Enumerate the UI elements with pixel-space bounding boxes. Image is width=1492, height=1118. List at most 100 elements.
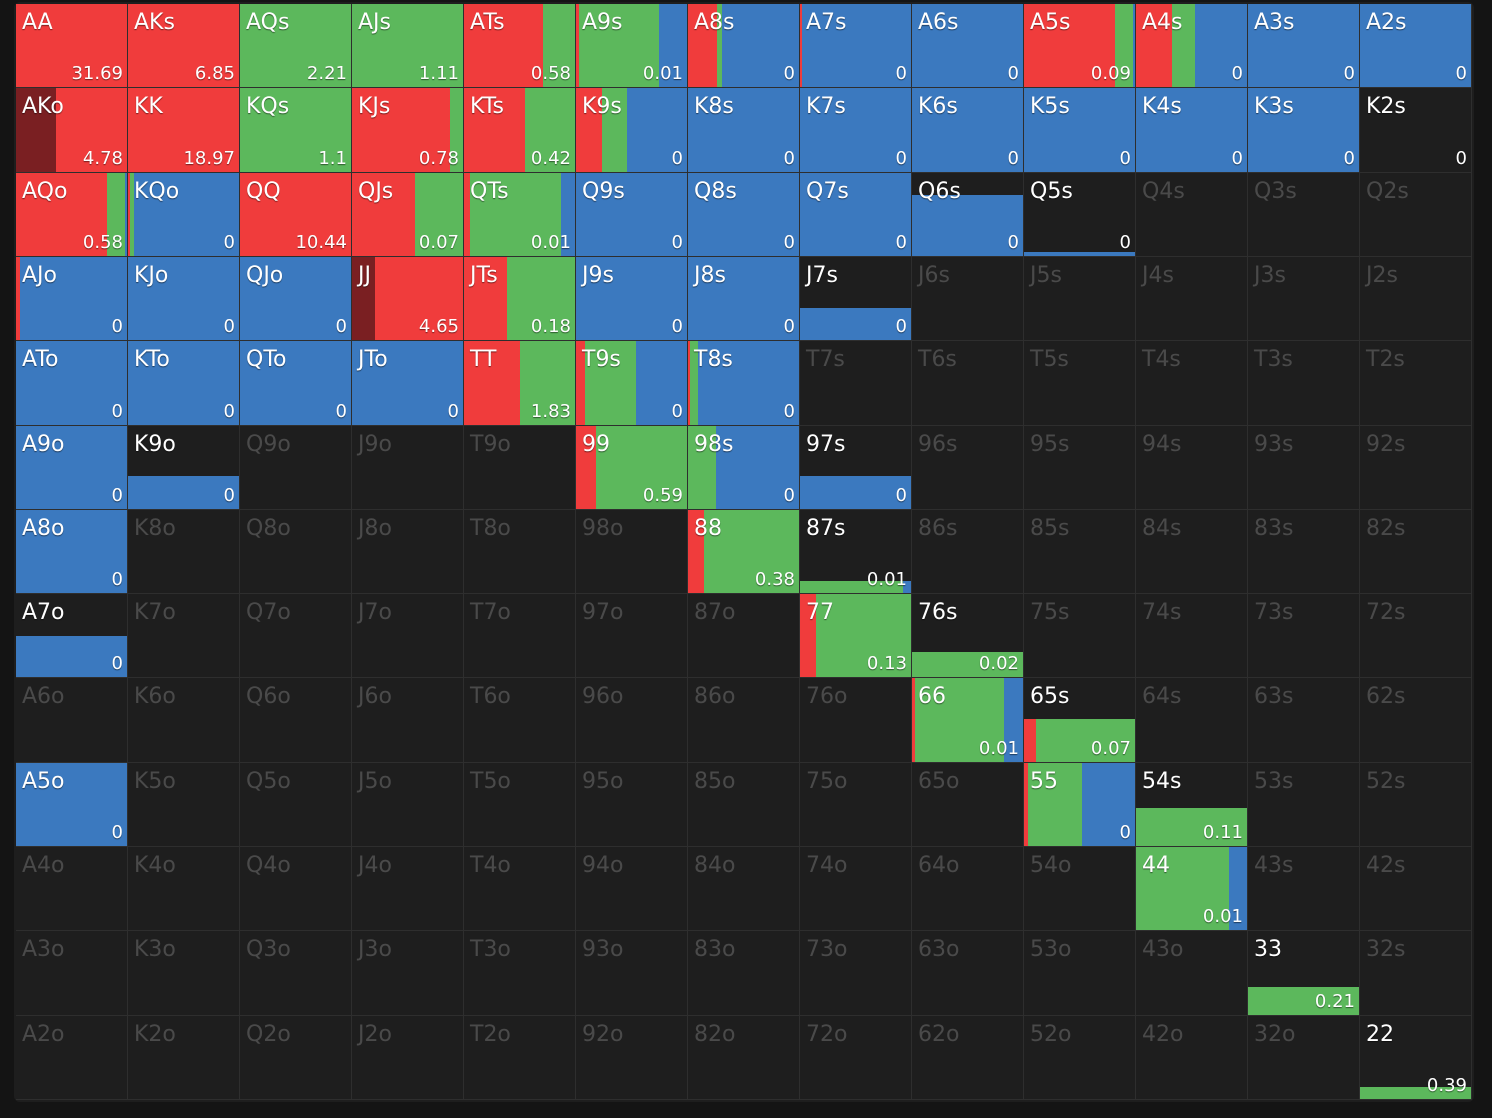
hand-cell[interactable]: J3s: [1248, 256, 1360, 342]
hand-cell[interactable]: KK 18.97: [128, 88, 240, 173]
hand-cell[interactable]: A3o: [16, 931, 128, 1016]
hand-cell[interactable]: 65s 0.07: [1024, 678, 1136, 763]
hand-cell[interactable]: 92s: [1360, 425, 1472, 510]
hand-cell[interactable]: 84o: [688, 847, 800, 932]
hand-cell[interactable]: K7o: [128, 594, 240, 679]
hand-cell[interactable]: 82s: [1360, 509, 1472, 595]
hand-cell[interactable]: Q5o: [240, 762, 352, 848]
hand-cell[interactable]: 76s 0.02: [912, 594, 1024, 679]
hand-cell[interactable]: QJs 0.07: [352, 172, 464, 257]
hand-cell[interactable]: K8o: [128, 509, 240, 595]
hand-cell[interactable]: T5o: [464, 762, 576, 848]
hand-cell[interactable]: Q4o: [240, 847, 352, 932]
hand-cell[interactable]: 86o: [688, 678, 800, 763]
hand-cell[interactable]: AKo 4.78: [16, 88, 128, 173]
hand-cell[interactable]: T8s 0: [688, 341, 800, 426]
hand-cell[interactable]: 86s: [912, 509, 1024, 595]
hand-cell[interactable]: T5s: [1024, 341, 1136, 426]
hand-cell[interactable]: K8s 0: [688, 88, 800, 173]
hand-cell[interactable]: 72s: [1360, 594, 1472, 679]
hand-cell[interactable]: 98o: [576, 509, 688, 595]
hand-cell[interactable]: JTo 0: [352, 341, 464, 426]
hand-cell[interactable]: QTs 0.01: [464, 172, 576, 257]
hand-cell[interactable]: 74o: [800, 847, 912, 932]
hand-cell[interactable]: K6s 0: [912, 88, 1024, 173]
hand-cell[interactable]: 63o: [912, 931, 1024, 1016]
hand-cell[interactable]: 53o: [1024, 931, 1136, 1016]
hand-cell[interactable]: K3s 0: [1248, 88, 1360, 173]
hand-cell[interactable]: K9s 0: [576, 88, 688, 173]
hand-cell[interactable]: Q2o: [240, 1015, 352, 1100]
hand-cell[interactable]: ATo 0: [16, 341, 128, 426]
hand-cell[interactable]: A7s 0: [800, 4, 912, 89]
hand-cell[interactable]: 82o: [688, 1015, 800, 1100]
hand-cell[interactable]: 43s: [1248, 847, 1360, 932]
hand-cell[interactable]: 73o: [800, 931, 912, 1016]
hand-cell[interactable]: 85o: [688, 762, 800, 848]
hand-cell[interactable]: K4s 0: [1136, 88, 1248, 173]
hand-cell[interactable]: K5o: [128, 762, 240, 848]
hand-cell[interactable]: K5s 0: [1024, 88, 1136, 173]
hand-cell[interactable]: 84s: [1136, 509, 1248, 595]
hand-cell[interactable]: J6s: [912, 256, 1024, 342]
hand-cell[interactable]: AQs 2.21: [240, 4, 352, 89]
hand-cell[interactable]: ATs 0.58: [464, 4, 576, 89]
hand-cell[interactable]: AJs 1.11: [352, 4, 464, 89]
hand-cell[interactable]: T9s 0: [576, 341, 688, 426]
hand-cell[interactable]: 42s: [1360, 847, 1472, 932]
hand-cell[interactable]: J5s: [1024, 256, 1136, 342]
hand-cell[interactable]: T2s: [1360, 341, 1472, 426]
hand-cell[interactable]: T9o: [464, 425, 576, 510]
hand-cell[interactable]: K4o: [128, 847, 240, 932]
hand-cell[interactable]: A5s 0.09: [1024, 4, 1136, 89]
hand-cell[interactable]: T3o: [464, 931, 576, 1016]
hand-cell[interactable]: Q8o: [240, 509, 352, 595]
hand-cell[interactable]: 96s: [912, 425, 1024, 510]
hand-cell[interactable]: 95s: [1024, 425, 1136, 510]
hand-cell[interactable]: K2o: [128, 1015, 240, 1100]
hand-cell[interactable]: AA 31.69: [16, 4, 128, 89]
hand-cell[interactable]: 75s: [1024, 594, 1136, 679]
hand-cell[interactable]: T6o: [464, 678, 576, 763]
hand-cell[interactable]: 62o: [912, 1015, 1024, 1100]
hand-cell[interactable]: 33 0.21: [1248, 931, 1360, 1016]
hand-cell[interactable]: 73s: [1248, 594, 1360, 679]
hand-cell[interactable]: QQ 10.44: [240, 172, 352, 257]
hand-cell[interactable]: Q9s 0: [576, 172, 688, 257]
hand-cell[interactable]: J2s: [1360, 256, 1472, 342]
hand-cell[interactable]: A8s 0: [688, 4, 800, 89]
hand-cell[interactable]: Q6o: [240, 678, 352, 763]
hand-cell[interactable]: 72o: [800, 1015, 912, 1100]
hand-cell[interactable]: K2s 0: [1360, 88, 1472, 173]
hand-cell[interactable]: KTo 0: [128, 341, 240, 426]
hand-cell[interactable]: QJo 0: [240, 256, 352, 342]
hand-cell[interactable]: 64s: [1136, 678, 1248, 763]
hand-cell[interactable]: 52o: [1024, 1015, 1136, 1100]
hand-cell[interactable]: AKs 6.85: [128, 4, 240, 89]
hand-cell[interactable]: J7o: [352, 594, 464, 679]
hand-cell[interactable]: 64o: [912, 847, 1024, 932]
hand-cell[interactable]: 55 0: [1024, 762, 1136, 848]
hand-cell[interactable]: K9o 0: [128, 425, 240, 510]
hand-cell[interactable]: KTs 0.42: [464, 88, 576, 173]
hand-cell[interactable]: 92o: [576, 1015, 688, 1100]
hand-cell[interactable]: K3o: [128, 931, 240, 1016]
hand-cell[interactable]: 99 0.59: [576, 425, 688, 510]
hand-cell[interactable]: A9o 0: [16, 425, 128, 510]
hand-cell[interactable]: Q5s 0: [1024, 172, 1136, 257]
hand-cell[interactable]: J5o: [352, 762, 464, 848]
hand-cell[interactable]: JJ 4.65: [352, 256, 464, 342]
hand-cell[interactable]: 32o: [1248, 1015, 1360, 1100]
hand-cell[interactable]: Q4s: [1136, 172, 1248, 257]
hand-cell[interactable]: A9s 0.01: [576, 4, 688, 89]
hand-cell[interactable]: A4o: [16, 847, 128, 932]
hand-cell[interactable]: 44 0.01: [1136, 847, 1248, 932]
hand-cell[interactable]: KJo 0: [128, 256, 240, 342]
hand-cell[interactable]: 65o: [912, 762, 1024, 848]
hand-cell[interactable]: Q7s 0: [800, 172, 912, 257]
hand-cell[interactable]: K6o: [128, 678, 240, 763]
hand-cell[interactable]: A6s 0: [912, 4, 1024, 89]
hand-cell[interactable]: 85s: [1024, 509, 1136, 595]
hand-cell[interactable]: J4o: [352, 847, 464, 932]
hand-cell[interactable]: Q9o: [240, 425, 352, 510]
